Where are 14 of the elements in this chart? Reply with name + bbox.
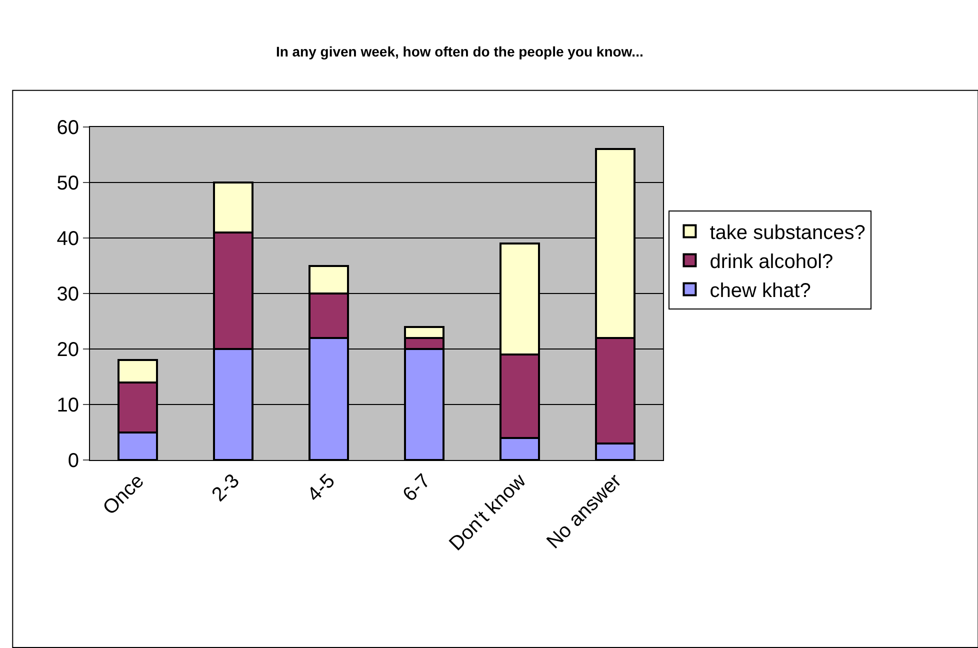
x-tick-label: 6-7 xyxy=(398,470,435,506)
y-tick-label: 40 xyxy=(56,228,79,250)
y-tick-label: 0 xyxy=(68,450,79,472)
y-tick-label: 50 xyxy=(56,172,79,194)
legend-label: take substances? xyxy=(710,222,866,244)
x-tick-label: 2-3 xyxy=(208,470,244,506)
y-tick-label: 60 xyxy=(56,117,79,139)
y-tick-label: 30 xyxy=(56,284,79,306)
legend-label: chew khat? xyxy=(710,280,811,302)
legend-label: drink alcohol? xyxy=(710,251,834,273)
chart-title: In any given week, how often do the people you know... xyxy=(276,44,644,60)
y-tick-label: 20 xyxy=(56,339,79,361)
y-tick-label: 10 xyxy=(56,394,79,416)
x-tick-label: 4-5 xyxy=(303,470,340,506)
